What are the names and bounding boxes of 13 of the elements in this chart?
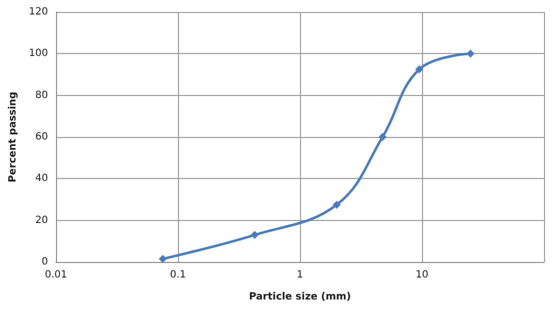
x-tick-label: 0.1 bbox=[170, 270, 186, 280]
y-axis-title: Percent passing bbox=[8, 92, 18, 182]
y-tick-label: 80 bbox=[35, 90, 48, 101]
y-tick-label: 60 bbox=[35, 132, 48, 142]
x-tick-label: 10 bbox=[416, 270, 428, 280]
x-tick-label: 1 bbox=[296, 270, 304, 280]
y-tick-label: 20 bbox=[35, 214, 48, 226]
x-axis-title: Particle size (mm) bbox=[248, 292, 351, 302]
y-tick-label: 0 bbox=[42, 256, 48, 268]
y-tick-label: 120 bbox=[28, 6, 48, 18]
x-tick-label: 0.01 bbox=[44, 270, 68, 280]
y-tick-label: 100 bbox=[28, 48, 48, 60]
y-tick-label: 40 bbox=[35, 173, 48, 184]
